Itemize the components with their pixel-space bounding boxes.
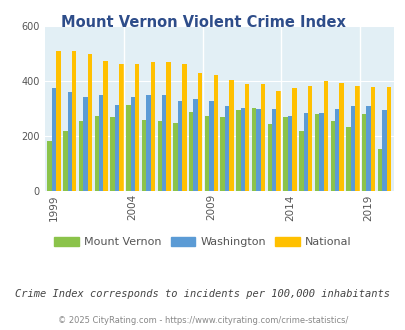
Bar bbox=[182, 64, 186, 191]
Bar bbox=[146, 95, 150, 191]
Bar bbox=[52, 88, 56, 191]
Bar bbox=[204, 116, 209, 191]
Bar bbox=[377, 149, 381, 191]
Bar bbox=[213, 75, 217, 191]
Bar bbox=[236, 110, 240, 191]
Bar bbox=[83, 97, 87, 191]
Bar bbox=[381, 110, 386, 191]
Bar bbox=[220, 117, 224, 191]
Bar bbox=[260, 84, 264, 191]
Bar bbox=[68, 92, 72, 191]
Bar bbox=[314, 115, 318, 191]
Legend: Mount Vernon, Washington, National: Mount Vernon, Washington, National bbox=[50, 233, 355, 252]
Bar bbox=[162, 95, 166, 191]
Bar bbox=[63, 131, 68, 191]
Bar bbox=[345, 127, 350, 191]
Bar bbox=[150, 62, 155, 191]
Bar bbox=[292, 88, 296, 191]
Bar bbox=[94, 116, 99, 191]
Bar bbox=[99, 95, 103, 191]
Bar bbox=[72, 51, 76, 191]
Bar bbox=[334, 109, 339, 191]
Bar bbox=[287, 116, 292, 191]
Bar bbox=[252, 108, 256, 191]
Bar bbox=[283, 117, 287, 191]
Bar bbox=[110, 117, 115, 191]
Bar bbox=[386, 87, 390, 191]
Bar bbox=[271, 109, 276, 191]
Bar bbox=[79, 121, 83, 191]
Bar bbox=[276, 91, 280, 191]
Bar bbox=[130, 97, 134, 191]
Bar bbox=[370, 87, 374, 191]
Bar bbox=[56, 51, 61, 191]
Bar bbox=[224, 106, 229, 191]
Bar bbox=[323, 82, 327, 191]
Bar bbox=[303, 113, 307, 191]
Bar bbox=[47, 141, 52, 191]
Bar bbox=[361, 115, 366, 191]
Bar bbox=[103, 61, 108, 191]
Text: © 2025 CityRating.com - https://www.cityrating.com/crime-statistics/: © 2025 CityRating.com - https://www.city… bbox=[58, 315, 347, 325]
Bar bbox=[166, 62, 171, 191]
Bar bbox=[126, 105, 130, 191]
Text: Crime Index corresponds to incidents per 100,000 inhabitants: Crime Index corresponds to incidents per… bbox=[15, 289, 390, 299]
Bar bbox=[267, 124, 271, 191]
Bar bbox=[298, 131, 303, 191]
Bar bbox=[245, 84, 249, 191]
Bar bbox=[307, 85, 311, 191]
Bar bbox=[87, 54, 92, 191]
Bar bbox=[119, 64, 123, 191]
Bar bbox=[330, 121, 334, 191]
Bar bbox=[318, 113, 323, 191]
Text: Mount Vernon Violent Crime Index: Mount Vernon Violent Crime Index bbox=[60, 15, 345, 30]
Bar bbox=[193, 99, 197, 191]
Bar bbox=[173, 123, 177, 191]
Bar bbox=[256, 109, 260, 191]
Bar bbox=[197, 73, 202, 191]
Bar bbox=[240, 108, 245, 191]
Bar bbox=[115, 105, 119, 191]
Bar bbox=[141, 120, 146, 191]
Bar bbox=[350, 106, 354, 191]
Bar bbox=[229, 80, 233, 191]
Bar bbox=[134, 64, 139, 191]
Bar bbox=[177, 101, 182, 191]
Bar bbox=[209, 101, 213, 191]
Bar bbox=[366, 106, 370, 191]
Bar bbox=[189, 112, 193, 191]
Bar bbox=[354, 85, 359, 191]
Bar bbox=[157, 121, 162, 191]
Bar bbox=[339, 83, 343, 191]
